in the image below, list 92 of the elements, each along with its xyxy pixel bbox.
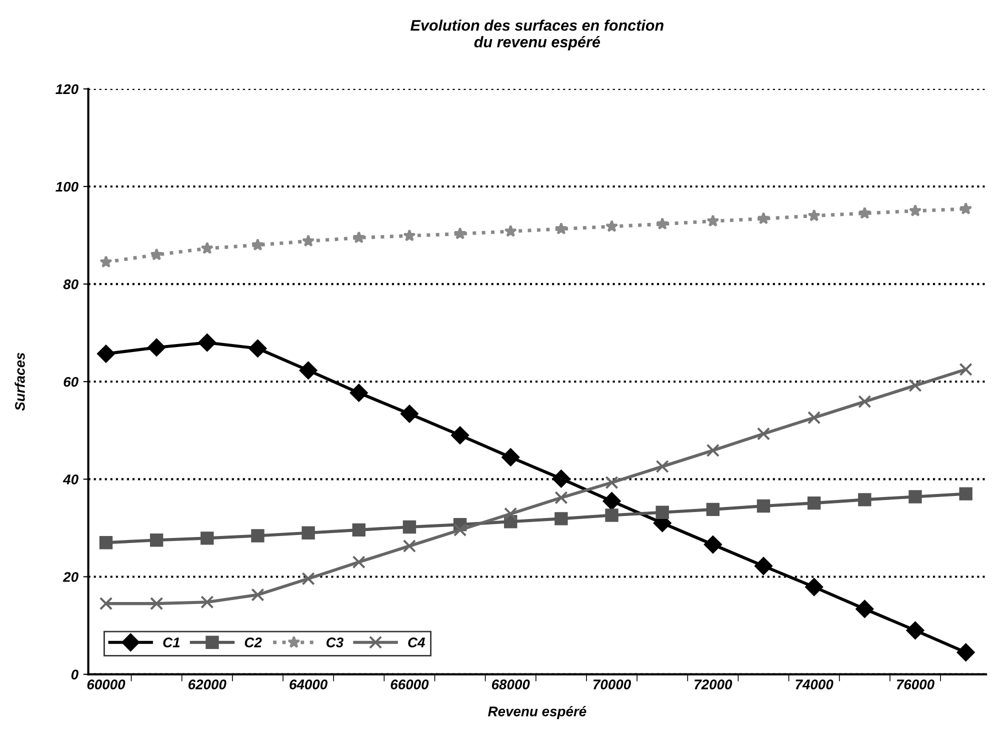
point <box>605 476 618 490</box>
point <box>100 255 112 268</box>
point <box>352 556 366 569</box>
point <box>706 214 720 227</box>
legend-label: C4 <box>408 638 425 648</box>
point <box>352 231 366 244</box>
point <box>299 361 318 380</box>
x-tick-label: 64000 <box>290 680 328 690</box>
x-tick-label: 70000 <box>593 680 631 690</box>
point <box>504 224 517 237</box>
point <box>251 238 264 251</box>
y-tick-label: 20 <box>62 572 78 582</box>
x-tick-label: 74000 <box>796 680 834 690</box>
point <box>148 338 166 356</box>
point <box>248 340 267 358</box>
point <box>554 512 568 526</box>
point <box>757 212 770 224</box>
y-tick-label: 60 <box>64 376 78 387</box>
point <box>99 536 113 550</box>
point <box>453 523 467 537</box>
x-tick-label: 68000 <box>492 680 530 690</box>
point <box>959 362 972 376</box>
point <box>605 220 618 232</box>
point <box>959 487 972 500</box>
point <box>602 492 621 510</box>
point <box>856 600 874 618</box>
point <box>350 384 368 402</box>
point <box>502 448 520 466</box>
point <box>605 508 618 522</box>
point <box>754 557 772 575</box>
point <box>251 588 264 602</box>
y-tick-label: 100 <box>56 182 78 192</box>
point <box>808 209 820 222</box>
point <box>805 578 823 596</box>
point <box>150 534 164 547</box>
y-tick-label: 0 <box>71 670 78 680</box>
legend-label: C3 <box>326 638 344 648</box>
point <box>706 502 720 516</box>
point <box>99 596 113 610</box>
point <box>200 242 214 254</box>
legend-label: C2 <box>244 638 262 648</box>
point <box>908 490 922 504</box>
point <box>552 470 570 488</box>
point <box>198 334 216 352</box>
point <box>908 378 922 392</box>
y-tick-label: 40 <box>62 474 78 484</box>
x-tick-label: 72000 <box>694 680 732 690</box>
point <box>352 523 366 537</box>
point <box>807 411 821 424</box>
y-tick-label: 80 <box>63 279 78 290</box>
point <box>858 206 871 219</box>
point <box>706 444 720 457</box>
point <box>302 234 315 247</box>
point <box>504 507 518 520</box>
x-tick-label: 62000 <box>188 680 226 690</box>
y-tick-label: 120 <box>56 84 78 94</box>
point <box>454 227 466 240</box>
point <box>656 460 669 474</box>
point <box>807 496 821 510</box>
point <box>97 344 115 363</box>
point <box>704 536 722 554</box>
y-axis-title: Surfaces <box>14 352 25 411</box>
point <box>908 204 922 216</box>
point <box>251 529 264 542</box>
point <box>554 491 568 504</box>
chart-title: Evolution des surfaces en fonction du revenu espéré <box>410 20 664 50</box>
x-axis-title: Revenu espéré <box>488 706 586 720</box>
point <box>956 643 975 662</box>
point <box>656 217 669 230</box>
point <box>858 493 872 506</box>
point <box>756 499 770 513</box>
point <box>858 395 872 408</box>
point <box>906 622 924 640</box>
point <box>150 248 163 260</box>
point <box>402 520 416 534</box>
x-tick-label: 76000 <box>896 680 934 690</box>
point <box>656 506 669 519</box>
point <box>302 572 315 586</box>
point <box>150 596 164 610</box>
point <box>403 229 416 242</box>
point <box>200 596 214 609</box>
point <box>959 202 972 214</box>
point <box>554 222 568 234</box>
x-tick-label: 60000 <box>87 680 126 690</box>
legend-label: C1 <box>163 638 180 648</box>
point <box>200 532 214 545</box>
point <box>400 404 418 423</box>
point <box>756 427 770 440</box>
x-tick-label: 66000 <box>390 680 429 690</box>
point <box>302 526 315 540</box>
point <box>402 539 416 553</box>
point <box>451 426 469 444</box>
